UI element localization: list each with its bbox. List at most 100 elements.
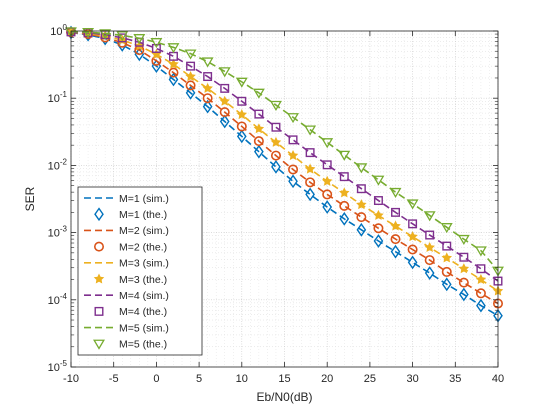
x-axis-label: Eb/N0(dB) xyxy=(256,390,312,404)
data-point xyxy=(271,160,281,174)
data-point xyxy=(236,129,247,144)
data-point xyxy=(150,38,163,49)
data-point xyxy=(304,163,316,174)
legend-item: M=5 (sim.) xyxy=(84,322,169,334)
data-point xyxy=(254,109,264,119)
data-point xyxy=(339,200,350,211)
data-point xyxy=(407,255,418,270)
legend-marker xyxy=(93,339,105,350)
data-point xyxy=(406,199,419,210)
data-point xyxy=(184,49,197,60)
data-point xyxy=(424,266,435,280)
data-point xyxy=(391,207,400,217)
data-point xyxy=(270,136,282,147)
data-point xyxy=(270,150,281,161)
data-point xyxy=(441,277,452,292)
data-point xyxy=(99,29,112,40)
legend-marker xyxy=(94,306,104,316)
y-tick-label: 10-3 xyxy=(48,225,68,240)
data-point xyxy=(424,241,435,252)
data-point xyxy=(202,99,213,114)
axis-ticks: -10 -5 0 5 10 15 20 25 30 35 40 10-5 10-4 10-3 10-2 10-… xyxy=(48,23,505,385)
data-point xyxy=(168,67,179,78)
data-point xyxy=(389,187,402,199)
data-point xyxy=(458,277,469,288)
data-point xyxy=(134,47,145,62)
x-tick-label: 40 xyxy=(492,373,504,385)
data-point xyxy=(304,125,317,136)
series-8 xyxy=(66,27,503,286)
data-point xyxy=(288,174,298,189)
data-point xyxy=(390,220,401,231)
legend-marker xyxy=(94,241,105,252)
legend-label: M=4 (the.) xyxy=(119,306,167,318)
data-point xyxy=(390,234,401,245)
data-point xyxy=(476,264,486,274)
data-point xyxy=(338,150,351,161)
y-tick-label: 10-1 xyxy=(48,90,68,105)
legend-label: M=2 (the.) xyxy=(119,241,167,253)
data-point xyxy=(321,175,333,186)
data-point xyxy=(288,164,299,175)
x-tick-label: 30 xyxy=(406,373,418,385)
data-point xyxy=(168,72,179,87)
data-point xyxy=(117,33,127,43)
data-point xyxy=(373,196,383,206)
legend-label: M=3 (the.) xyxy=(119,274,167,286)
data-point xyxy=(457,234,470,246)
data-point xyxy=(269,100,282,111)
data-point xyxy=(356,222,367,237)
data-point xyxy=(339,187,350,198)
data-point xyxy=(408,219,418,229)
data-point xyxy=(235,77,248,88)
legend-label: M=4 (sim.) xyxy=(119,290,169,302)
legend-item: M=1 (sim.) xyxy=(84,193,169,205)
legend-item: M=1 (the.) xyxy=(94,207,167,222)
data-point xyxy=(322,160,332,170)
legend: M=1 (sim.) M=1 (the.) M=2 (sim.) M=2 (the.)… xyxy=(77,186,203,356)
data-point xyxy=(253,123,265,134)
data-point xyxy=(424,255,435,266)
data-point xyxy=(219,107,230,118)
x-tick-label: 20 xyxy=(321,373,333,385)
data-point xyxy=(202,93,213,104)
data-point xyxy=(305,187,315,202)
data-point xyxy=(254,144,264,159)
data-point xyxy=(271,122,281,132)
data-point xyxy=(151,43,161,53)
data-point xyxy=(237,96,247,106)
data-point xyxy=(441,266,452,277)
data-point xyxy=(236,121,247,132)
legend-label: M=3 (sim.) xyxy=(119,258,169,270)
legend-label: M=2 (sim.) xyxy=(119,225,169,237)
series-7 xyxy=(70,31,499,282)
data-point xyxy=(116,31,129,42)
data-point xyxy=(475,288,486,299)
data-point xyxy=(305,177,316,188)
data-point xyxy=(355,163,368,174)
data-point xyxy=(407,231,418,242)
data-point xyxy=(476,298,486,313)
y-axis-label: SER xyxy=(23,186,37,211)
data-point xyxy=(202,82,213,93)
data-point xyxy=(458,287,469,302)
data-point xyxy=(390,244,401,259)
data-point xyxy=(185,71,196,82)
data-point xyxy=(356,184,366,194)
legend-label: M=5 (sim.) xyxy=(119,322,169,334)
series-line xyxy=(70,31,499,305)
legend-item: M=3 (the.) xyxy=(93,273,167,286)
data-point xyxy=(475,274,487,285)
data-point xyxy=(133,34,146,45)
data-point xyxy=(321,138,334,149)
x-tick-label: -5 xyxy=(109,373,119,385)
legend-item: M=5 (the.) xyxy=(93,339,167,351)
series-line xyxy=(70,31,499,282)
y-tick-label: 100 xyxy=(50,23,67,38)
data-point xyxy=(65,27,77,38)
data-point xyxy=(218,67,231,78)
data-point xyxy=(373,234,384,248)
legend-label: M=5 (the.) xyxy=(119,339,167,351)
x-tick-label: -10 xyxy=(63,373,79,385)
